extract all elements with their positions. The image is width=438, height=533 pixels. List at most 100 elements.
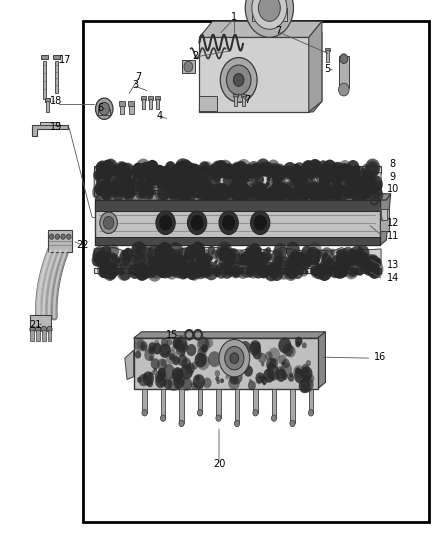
- Circle shape: [258, 167, 261, 171]
- Circle shape: [265, 166, 270, 173]
- Circle shape: [170, 264, 180, 276]
- Circle shape: [254, 252, 266, 265]
- Circle shape: [232, 254, 243, 266]
- Circle shape: [101, 177, 115, 195]
- Circle shape: [99, 264, 111, 278]
- Circle shape: [141, 344, 147, 352]
- Circle shape: [231, 181, 240, 193]
- Circle shape: [134, 165, 138, 170]
- Circle shape: [213, 266, 222, 277]
- Circle shape: [283, 262, 299, 281]
- Circle shape: [254, 183, 268, 199]
- Circle shape: [211, 187, 224, 202]
- Circle shape: [119, 269, 124, 276]
- Polygon shape: [380, 194, 391, 245]
- Circle shape: [280, 362, 292, 377]
- Circle shape: [266, 263, 277, 276]
- Circle shape: [97, 251, 104, 260]
- Circle shape: [164, 165, 170, 172]
- Circle shape: [149, 261, 163, 279]
- Circle shape: [126, 165, 133, 173]
- Circle shape: [120, 184, 133, 199]
- Circle shape: [254, 174, 264, 185]
- Circle shape: [302, 163, 316, 179]
- Circle shape: [130, 264, 139, 276]
- Circle shape: [225, 375, 229, 379]
- Circle shape: [113, 188, 124, 201]
- Bar: [325, 47, 330, 51]
- Circle shape: [115, 180, 120, 187]
- Circle shape: [182, 255, 187, 262]
- Circle shape: [306, 247, 321, 265]
- Bar: [49, 230, 73, 252]
- Circle shape: [307, 181, 322, 200]
- Circle shape: [250, 182, 253, 186]
- Circle shape: [300, 266, 308, 277]
- Circle shape: [238, 260, 243, 265]
- Polygon shape: [199, 21, 322, 37]
- Circle shape: [191, 268, 198, 276]
- Circle shape: [303, 176, 317, 192]
- Circle shape: [267, 192, 269, 195]
- Circle shape: [174, 266, 180, 273]
- Circle shape: [151, 168, 167, 187]
- Circle shape: [160, 359, 166, 366]
- Circle shape: [140, 341, 148, 351]
- Polygon shape: [95, 194, 391, 200]
- Circle shape: [273, 243, 287, 260]
- Circle shape: [368, 187, 374, 195]
- Circle shape: [233, 171, 247, 187]
- Circle shape: [293, 190, 297, 195]
- Circle shape: [338, 266, 346, 276]
- Circle shape: [201, 268, 205, 272]
- Circle shape: [146, 191, 154, 199]
- Circle shape: [158, 368, 166, 378]
- Circle shape: [219, 190, 223, 195]
- Circle shape: [258, 375, 261, 379]
- Circle shape: [96, 170, 111, 189]
- Circle shape: [197, 265, 207, 277]
- Circle shape: [112, 254, 117, 262]
- Circle shape: [264, 263, 279, 281]
- Circle shape: [190, 269, 195, 275]
- Circle shape: [124, 165, 130, 173]
- Circle shape: [346, 264, 357, 278]
- Circle shape: [294, 172, 310, 191]
- Circle shape: [200, 266, 205, 272]
- Circle shape: [298, 252, 308, 265]
- Circle shape: [284, 189, 293, 200]
- Circle shape: [301, 366, 313, 381]
- Circle shape: [222, 188, 231, 199]
- Circle shape: [194, 167, 197, 172]
- Circle shape: [356, 260, 360, 266]
- Circle shape: [296, 173, 305, 183]
- Circle shape: [330, 166, 336, 173]
- Circle shape: [202, 187, 214, 201]
- Circle shape: [249, 379, 252, 382]
- Text: 21: 21: [30, 320, 42, 330]
- Circle shape: [343, 254, 355, 270]
- Circle shape: [300, 366, 312, 381]
- Circle shape: [95, 162, 106, 174]
- Circle shape: [313, 175, 316, 179]
- Circle shape: [134, 263, 149, 281]
- Circle shape: [362, 164, 369, 172]
- Circle shape: [340, 268, 343, 272]
- Circle shape: [254, 166, 257, 171]
- Circle shape: [164, 171, 169, 177]
- Circle shape: [183, 169, 191, 179]
- Circle shape: [294, 185, 304, 198]
- Bar: [253, 389, 258, 413]
- Circle shape: [122, 180, 128, 186]
- Circle shape: [92, 249, 105, 264]
- Circle shape: [290, 171, 304, 188]
- Circle shape: [109, 181, 120, 194]
- Circle shape: [134, 338, 145, 352]
- Circle shape: [112, 177, 124, 192]
- Circle shape: [243, 251, 256, 266]
- Circle shape: [276, 369, 286, 382]
- Circle shape: [292, 255, 297, 261]
- Circle shape: [310, 178, 313, 182]
- Circle shape: [156, 372, 167, 386]
- Circle shape: [318, 268, 321, 273]
